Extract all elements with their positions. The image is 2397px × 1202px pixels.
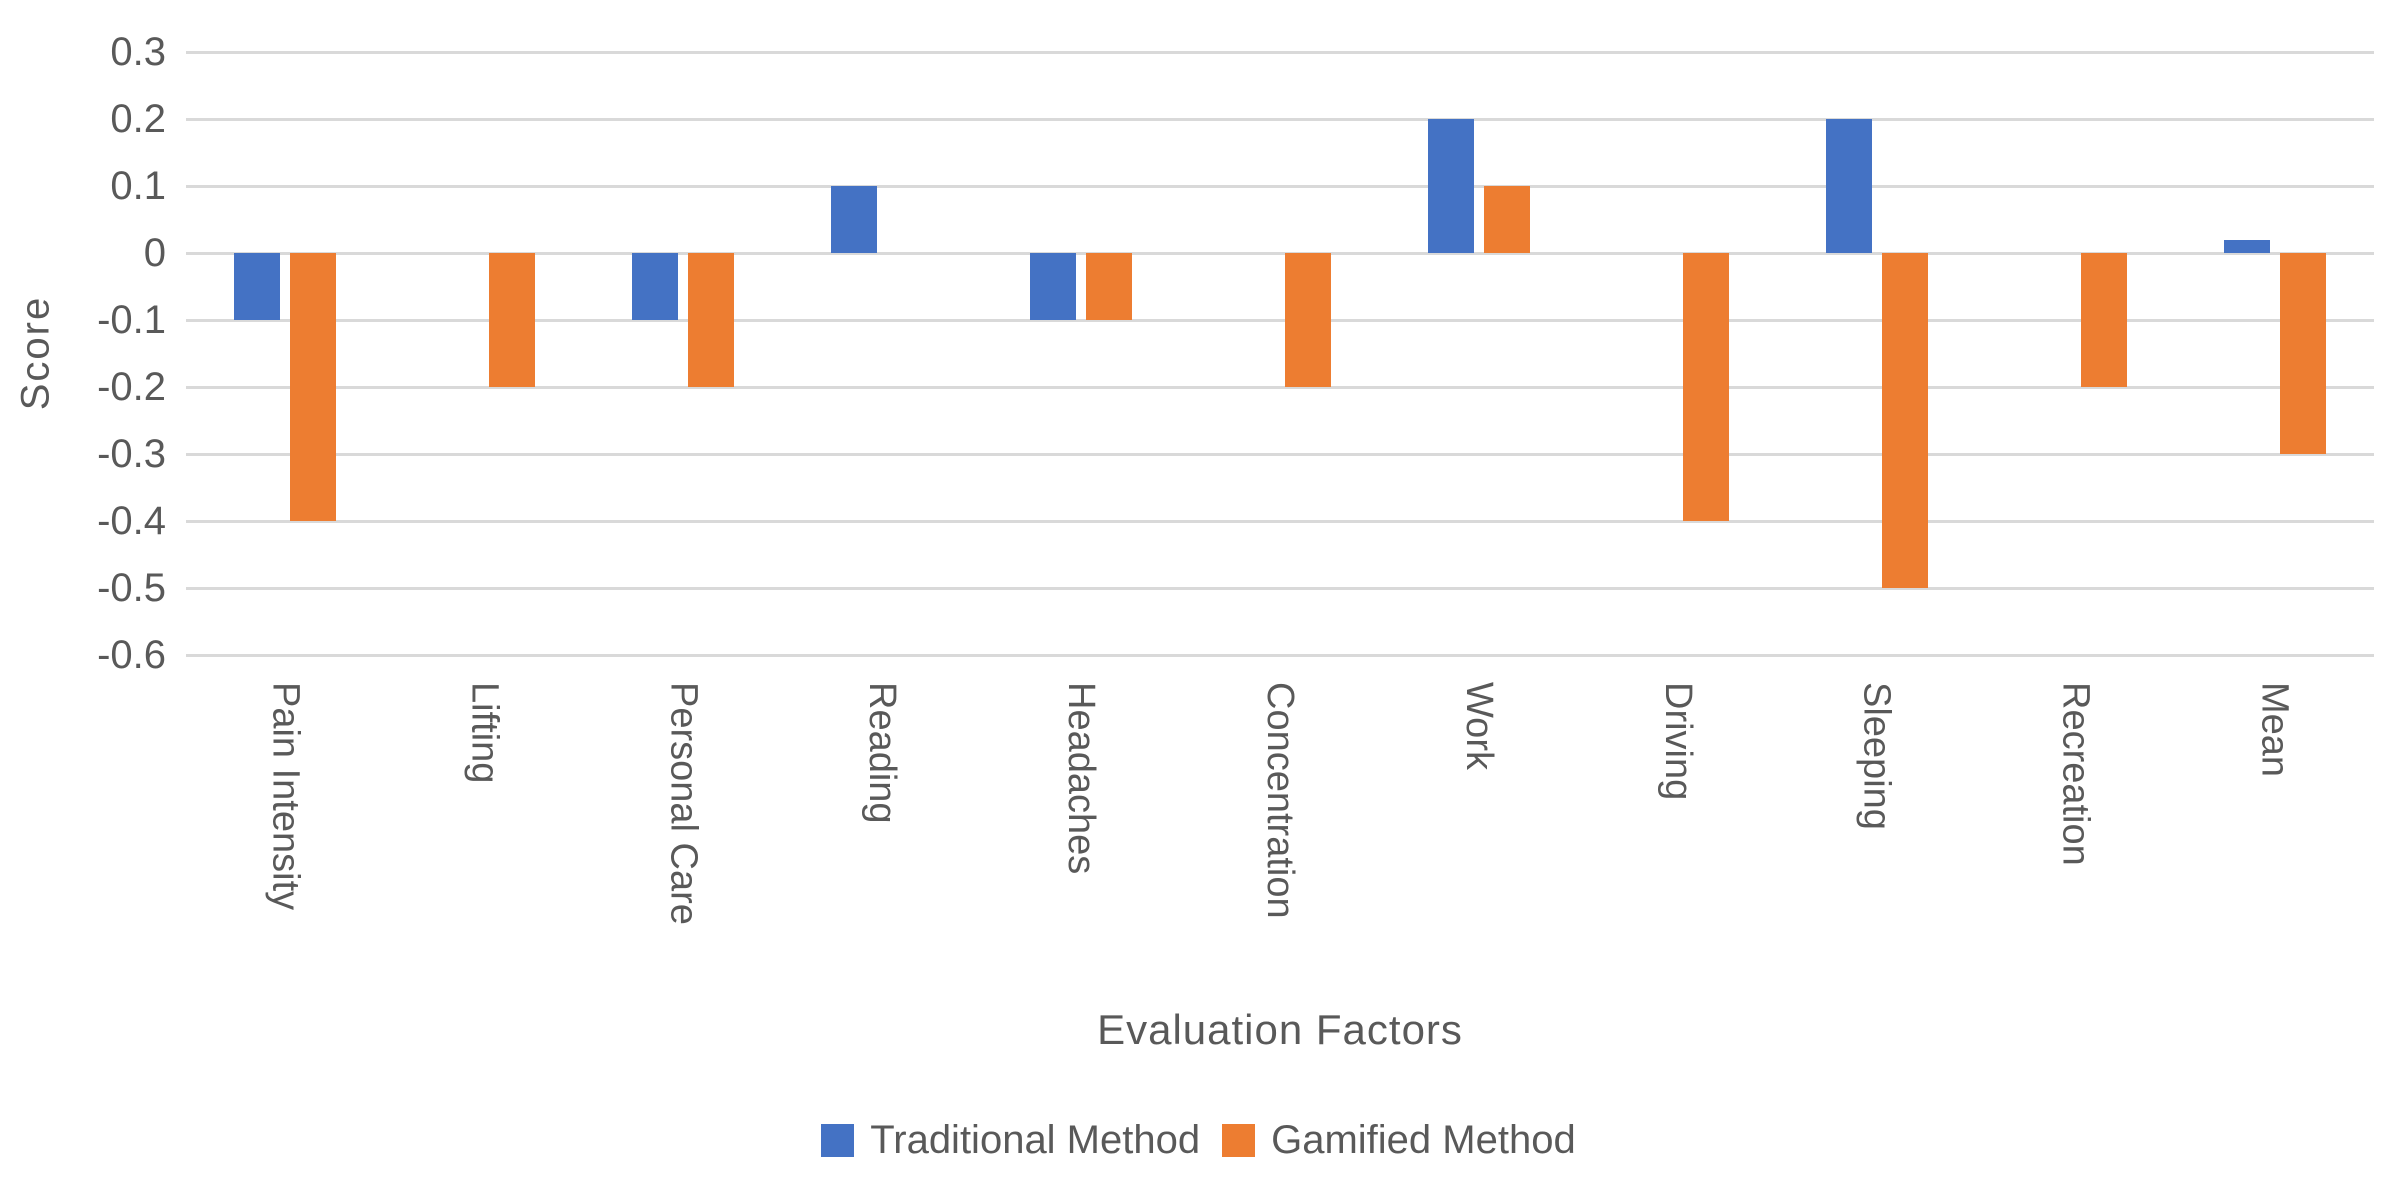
y-tick-label: -0.2 <box>97 365 166 409</box>
category-label: Concentration <box>1259 682 1301 919</box>
gridline <box>186 251 2374 255</box>
legend-swatch-icon <box>1222 1124 1256 1157</box>
y-tick-label: -0.4 <box>97 499 166 543</box>
legend-entry-gamified-method: Gamified Method <box>1222 1118 1576 1163</box>
bar-gamified-method-driving <box>1682 253 1729 521</box>
bar-traditional-method-work <box>1427 119 1474 253</box>
y-tick-label: 0.3 <box>110 30 166 74</box>
gridline <box>186 519 2374 523</box>
y-tick-label: 0.1 <box>110 164 166 208</box>
legend-label: Traditional Method <box>870 1118 1201 1162</box>
bar-gamified-method-mean <box>2279 253 2326 454</box>
x-axis-title: Evaluation Factors <box>1097 1006 1463 1053</box>
category-label: Headaches <box>1060 682 1103 875</box>
category-label: Lifting <box>463 682 506 784</box>
gridline <box>186 117 2374 121</box>
gridline <box>186 452 2374 456</box>
y-tick-label: 0.2 <box>110 97 166 141</box>
bar-traditional-method-reading <box>831 186 878 253</box>
bar-gamified-method-work <box>1483 186 1530 253</box>
gridline <box>186 385 2374 389</box>
y-tick-label: 0 <box>143 231 166 275</box>
bar-gamified-method-lifting <box>489 253 536 387</box>
bar-traditional-method-sleeping <box>1825 119 1872 253</box>
category-label: Sleeping <box>1855 682 1898 830</box>
y-tick-label: -0.6 <box>97 633 166 677</box>
bar-traditional-method-mean <box>2223 239 2270 253</box>
bar-traditional-method-pain-intensity <box>234 253 281 320</box>
legend-label: Gamified Method <box>1271 1118 1576 1162</box>
bar-traditional-method-headaches <box>1030 253 1077 320</box>
category-label: Pain Intensity <box>264 682 307 911</box>
y-tick-label: -0.3 <box>97 432 166 476</box>
category-label: Work <box>1457 682 1500 770</box>
plot-area <box>186 50 2374 657</box>
gridline <box>186 586 2374 590</box>
bar-gamified-method-headaches <box>1086 253 1133 320</box>
gridline <box>186 184 2374 188</box>
y-tick-label: -0.1 <box>97 298 166 342</box>
legend-swatch-icon <box>821 1124 855 1157</box>
bar-traditional-method-personal-care <box>632 253 679 320</box>
gridline <box>186 318 2374 322</box>
category-label: Recreation <box>2054 682 2097 866</box>
gridline <box>186 50 2374 54</box>
category-label: Personal Care <box>662 682 705 925</box>
bar-gamified-method-pain-intensity <box>290 253 337 521</box>
bar-gamified-method-personal-care <box>688 253 735 387</box>
legend: Traditional Method Gamified Method <box>0 1118 2397 1163</box>
legend-entry-traditional-method: Traditional Method <box>821 1118 1200 1163</box>
category-label: Driving <box>1656 682 1699 801</box>
category-label: Mean <box>2253 682 2296 778</box>
bar-gamified-method-sleeping <box>1881 253 1928 588</box>
y-tick-label: -0.5 <box>97 566 166 610</box>
bar-gamified-method-recreation <box>2080 253 2127 387</box>
bar-gamified-method-concentration <box>1285 253 1331 387</box>
category-label: Reading <box>861 682 904 824</box>
gridline <box>186 653 2374 657</box>
